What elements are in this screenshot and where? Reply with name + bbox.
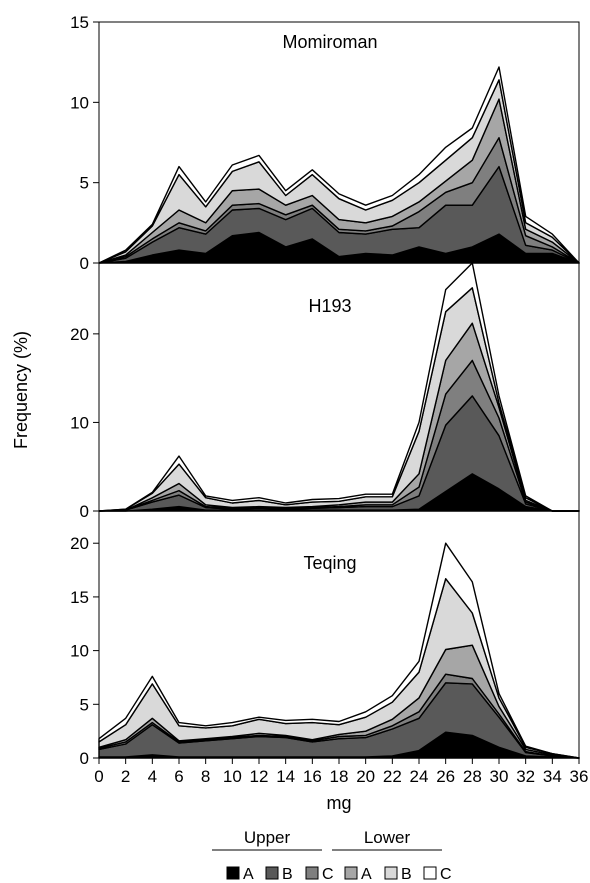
x-tick-label: 10	[223, 767, 242, 786]
x-tick-label: 2	[121, 767, 130, 786]
legend-swatch-lower-b	[384, 866, 398, 880]
panel-0: Momiroman 0 5 10 15	[70, 13, 580, 273]
legend-group-lower: Lower	[364, 828, 411, 847]
area-series-lower-c	[98, 542, 580, 759]
legend-swatch-upper-a	[226, 866, 240, 880]
legend-label: B	[401, 866, 412, 883]
panel-1: H193 0 10 20	[70, 262, 580, 521]
x-tick-label: 22	[383, 767, 402, 786]
panel-title: Momiroman	[282, 32, 377, 52]
chart-panels: Momiroman 0 5 10 15 H193 0 10 20 Teqing 0 5 10 15 20	[70, 13, 580, 768]
x-tick-label: 14	[276, 767, 295, 786]
x-tick-label: 18	[330, 767, 349, 786]
legend-label: C	[322, 866, 334, 883]
legend-swatch-lower-a	[344, 866, 358, 880]
x-tick-label: 24	[410, 767, 429, 786]
x-tick-label: 36	[570, 767, 589, 786]
y-tick-label: 20	[70, 534, 89, 553]
y-tick-label: 0	[80, 254, 89, 273]
x-tick-label: 20	[356, 767, 375, 786]
x-tick-label: 32	[516, 767, 535, 786]
y-tick-label: 15	[70, 13, 89, 32]
y-axis-title: Frequency (%)	[11, 331, 31, 449]
legend-group-upper: Upper	[244, 828, 291, 847]
y-tick-label: 5	[80, 695, 89, 714]
y-tick-label: 10	[70, 93, 89, 112]
x-tick-label: 0	[94, 767, 103, 786]
x-tick-label: 28	[463, 767, 482, 786]
x-tick-label: 16	[303, 767, 322, 786]
x-tick-label: 34	[543, 767, 562, 786]
panel-2: Teqing 0 5 10 15 20	[70, 534, 580, 768]
y-tick-label: 15	[70, 588, 89, 607]
y-tick-label: 20	[70, 325, 89, 344]
panel-title: H193	[308, 296, 351, 316]
x-tick-label: 26	[436, 767, 455, 786]
legend-label: A	[243, 866, 254, 883]
legend-label: C	[440, 866, 452, 883]
x-tick-label: 12	[250, 767, 269, 786]
panel-title: Teqing	[303, 553, 356, 573]
legend-swatch-lower-c	[423, 866, 437, 880]
legend-swatch-upper-c	[305, 866, 319, 880]
legend: Upper Lower A B C A B C	[212, 828, 452, 883]
y-tick-label: 0	[80, 749, 89, 768]
y-tick-label: 0	[80, 502, 89, 521]
x-axis-title: mg	[326, 793, 351, 813]
legend-label: A	[361, 866, 372, 883]
x-tick-label: 4	[148, 767, 157, 786]
x-tick-label: 30	[490, 767, 509, 786]
y-tick-label: 10	[70, 413, 89, 432]
legend-label: B	[282, 866, 293, 883]
x-tick-label: 6	[174, 767, 183, 786]
x-axis: 0 2 4 6 8 10 12 14 16 18 20 22 24 26 28 30 32 34 36	[94, 758, 588, 786]
y-tick-label: 10	[70, 642, 89, 661]
y-tick-label: 5	[80, 174, 89, 193]
x-tick-label: 8	[201, 767, 210, 786]
legend-swatch-upper-b	[265, 866, 279, 880]
